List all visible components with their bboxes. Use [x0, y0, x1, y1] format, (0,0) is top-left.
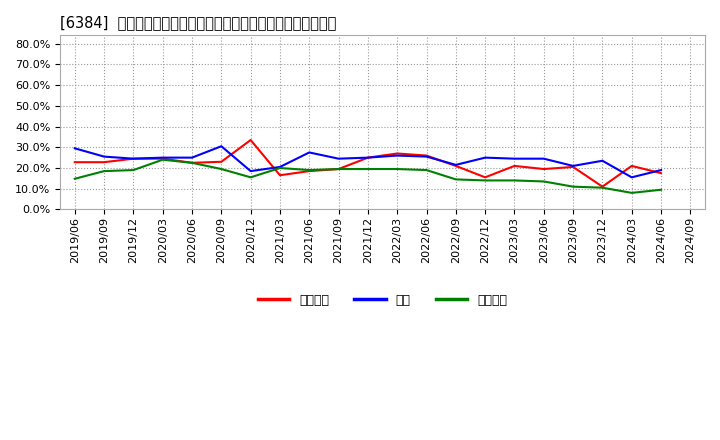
Text: [6384]  売上債権、在庫、買入債務の総資産に対する比率の推移: [6384] 売上債権、在庫、買入債務の総資産に対する比率の推移	[60, 15, 336, 30]
Legend: 売上債権, 在庫, 買入債務: 売上債権, 在庫, 買入債務	[253, 289, 512, 312]
